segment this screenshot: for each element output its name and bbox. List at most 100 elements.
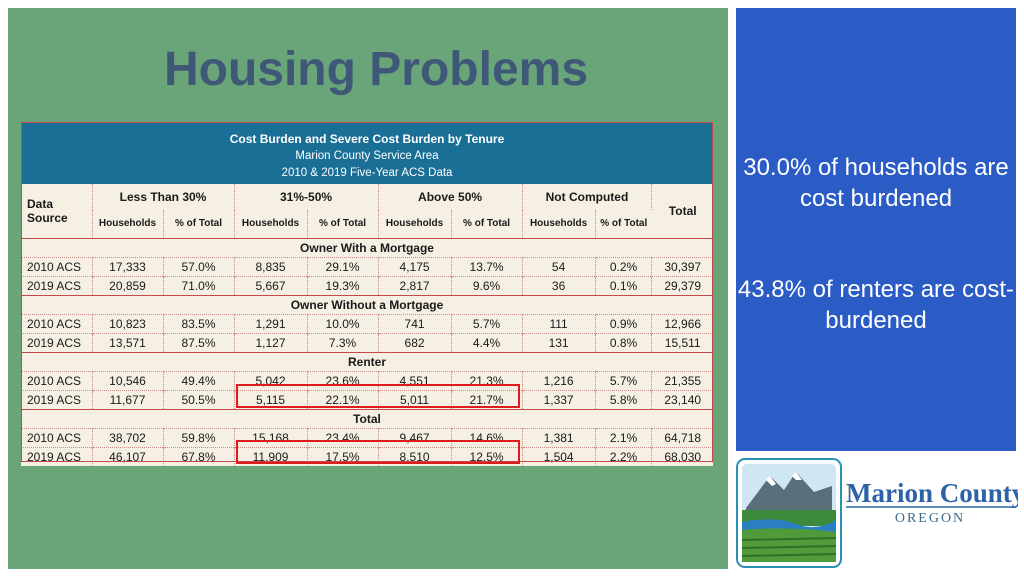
table-cell: 111 <box>522 314 596 334</box>
table-cell: 30,397 <box>651 257 713 277</box>
table-cell: 1,381 <box>522 428 596 448</box>
table-cell: 1,504 <box>522 447 596 466</box>
table-cell: 19.3% <box>307 276 379 296</box>
table-row: 2019 ACS 20,859 71.0% 5,667 19.3% 2,817 9.6% 36… <box>21 276 713 296</box>
table-cell: 4.4% <box>451 333 523 353</box>
table-cell: 5,042 <box>234 371 308 391</box>
table-cell: 4,175 <box>378 257 452 277</box>
cost-burden-table: Cost Burden and Severe Cost Burden by Te… <box>21 122 713 466</box>
table-cell: 46,107 <box>92 447 164 466</box>
table-cell: 57.0% <box>163 257 235 277</box>
stats-panel: 30.0% of households are cost burdened 43… <box>736 8 1016 451</box>
table-cell: 2.1% <box>595 428 653 448</box>
table-cell: 4,551 <box>378 371 452 391</box>
row-label: 2010 ACS <box>21 257 93 277</box>
table-cell: 54 <box>522 257 596 277</box>
table-cell: 11,909 <box>234 447 308 466</box>
table-cell: 2,817 <box>378 276 452 296</box>
table-cell: 741 <box>378 314 452 334</box>
table-cell: 23.6% <box>307 371 379 391</box>
sub-header-households: Households <box>234 210 308 239</box>
page-title: Housing Problems <box>163 43 589 96</box>
table-cell: 11,677 <box>92 390 164 410</box>
table-cell: 14.6% <box>451 428 523 448</box>
table-cell: 131 <box>522 333 596 353</box>
table-cell: 15,511 <box>651 333 713 353</box>
row-label: 2019 ACS <box>21 333 93 353</box>
sub-header-pct: % of Total <box>600 218 648 229</box>
section-header: Owner With a Mortgage <box>21 238 713 258</box>
sub-header-pct: % of Total <box>163 210 235 239</box>
table-cell: 17.5% <box>307 447 379 466</box>
table-cell: 0.1% <box>595 276 653 296</box>
section-header: Renter <box>21 352 713 372</box>
table-source-note: 2010 & 2019 Five-Year ACS Data <box>21 164 713 184</box>
table-cell: 21.7% <box>451 390 523 410</box>
table-cell: 87.5% <box>163 333 235 353</box>
table-cell: 59.8% <box>163 428 235 448</box>
group-header: Less Than 30% <box>92 184 235 210</box>
table-cell: 36 <box>522 276 596 296</box>
group-header: 31%-50% <box>234 184 379 210</box>
group-header: Above 50% <box>378 184 523 210</box>
table-caption: Cost Burden and Severe Cost Burden by Te… <box>21 122 713 147</box>
table-cell: 13.7% <box>451 257 523 277</box>
table-cell: 9.6% <box>451 276 523 296</box>
logo-state: OREGON <box>895 511 965 526</box>
table-cell: 1,337 <box>522 390 596 410</box>
table-cell: 12,966 <box>651 314 713 334</box>
table-cell: 50.5% <box>163 390 235 410</box>
table-cell: 29,379 <box>651 276 713 296</box>
table-cell: 13,571 <box>92 333 164 353</box>
table-cell: 5,011 <box>378 390 452 410</box>
table-row: 2010 ACS 10,823 83.5% 1,291 10.0% 741 5.7% 111 0… <box>21 314 713 334</box>
table-cell: 22.1% <box>307 390 379 410</box>
cost-burden-table-wrap: Cost Burden and Severe Cost Burden by Te… <box>21 122 713 466</box>
table-cell: 71.0% <box>163 276 235 296</box>
table-row: 2010 ACS 17,333 57.0% 8,835 29.1% 4,175 13.7% 5… <box>21 257 713 277</box>
data-source-header: Data Source <box>21 184 93 239</box>
table-cell: 17,333 <box>92 257 164 277</box>
table-cell: 5,667 <box>234 276 308 296</box>
table-cell: 83.5% <box>163 314 235 334</box>
table-cell: 68,030 <box>651 447 713 466</box>
table-cell: 23.4% <box>307 428 379 448</box>
table-cell: 682 <box>378 333 452 353</box>
sub-header-pct: % of Total <box>451 210 523 239</box>
table-cell: 12.5% <box>451 447 523 466</box>
table-cell: 0.2% <box>595 257 653 277</box>
table-row: 2019 ACS 46,107 67.8% 11,909 17.5% 8,510 12.5%… <box>21 447 713 466</box>
table-row: 2019 ACS 11,677 50.5% 5,115 22.1% 5,011 21.7% 1… <box>21 390 713 410</box>
table-cell: 0.8% <box>595 333 653 353</box>
table-cell: 1,216 <box>522 371 596 391</box>
renter-burden-stat: 43.8% of renters are cost-burdened <box>737 276 1015 334</box>
table-cell: 0.9% <box>595 314 653 334</box>
table-cell: 64,718 <box>651 428 713 448</box>
row-label: 2019 ACS <box>21 276 93 296</box>
table-cell: 38,702 <box>92 428 164 448</box>
table-cell: 9,467 <box>378 428 452 448</box>
sub-header-households: Households <box>378 210 452 239</box>
table-row: 2010 ACS 10,546 49.4% 5,042 23.6% 4,551 21.3% 1… <box>21 371 713 391</box>
table-cell: 5.7% <box>451 314 523 334</box>
table-cell: 10.0% <box>307 314 379 334</box>
table-cell: 5.7% <box>595 371 653 391</box>
logo-name: Marion County <box>846 478 1018 508</box>
marion-county-logo-mark: Marion County OREGON <box>736 458 1024 568</box>
table-cell: 5,115 <box>234 390 308 410</box>
table-row: 2010 ACS 38,702 59.8% 15,168 23.4% 9,467 14.6%… <box>21 428 713 448</box>
table-cell: 29.1% <box>307 257 379 277</box>
table-cell: 67.8% <box>163 447 235 466</box>
section-header: Total <box>21 409 713 429</box>
table-cell: 23,140 <box>651 390 713 410</box>
table-cell: 1,291 <box>234 314 308 334</box>
table-cell: 15,168 <box>234 428 308 448</box>
row-label: 2010 ACS <box>21 371 93 391</box>
sub-header-pct: % of Total <box>307 210 379 239</box>
table-cell: 10,546 <box>92 371 164 391</box>
group-header: Not Computed <box>522 184 653 210</box>
table-cell: 49.4% <box>163 371 235 391</box>
table-cell: 5.8% <box>595 390 653 410</box>
row-label: 2019 ACS <box>21 390 93 410</box>
table-cell: 21,355 <box>651 371 713 391</box>
